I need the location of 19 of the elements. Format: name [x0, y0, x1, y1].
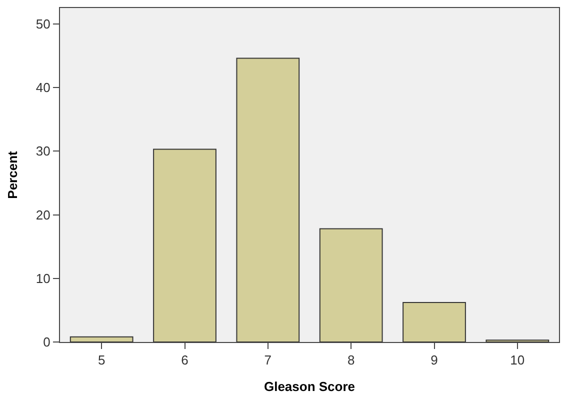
x-tick-label: 10	[510, 352, 525, 368]
y-tick-label: 30	[36, 144, 50, 159]
x-tick-label: 7	[264, 352, 272, 368]
y-axis-title: Percent	[4, 150, 20, 199]
x-tick-label: 6	[181, 352, 188, 368]
y-tick-label: 20	[36, 207, 50, 222]
bar	[236, 58, 300, 342]
x-axis-title: Gleason Score	[264, 379, 356, 394]
x-tick-label: 5	[98, 352, 106, 368]
y-tick-label: 10	[36, 270, 50, 286]
y-tick-label: 40	[36, 80, 50, 96]
y-tick-label: 0	[43, 334, 50, 350]
x-tick-label: 8	[347, 352, 355, 368]
x-tick-label: 9	[430, 352, 438, 368]
bar	[319, 228, 383, 342]
y-tick-label: 50	[36, 16, 50, 32]
bar	[153, 148, 216, 342]
bar	[402, 302, 466, 342]
bar	[70, 336, 134, 342]
